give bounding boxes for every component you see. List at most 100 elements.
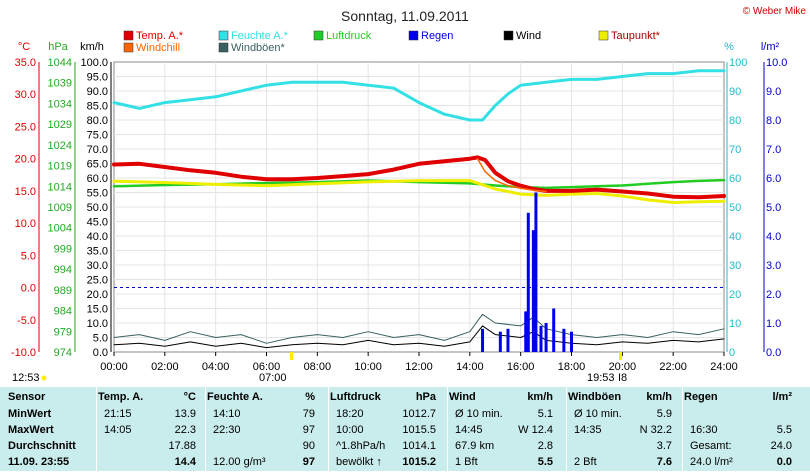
wind-axis-tick-20: 0.0	[93, 347, 108, 359]
wind-axis-tick-5: 75.0	[87, 130, 108, 142]
unit-press: hPa	[48, 41, 68, 53]
rain-bar-9	[552, 308, 556, 352]
legend-swatch-3	[408, 30, 419, 41]
wind-axis-tick-1: 95.0	[87, 72, 108, 84]
wind-axis-tick-2: 90.0	[87, 86, 108, 98]
press-axis-tick-6: 1014	[48, 181, 72, 193]
time-start-label: 12:53	[12, 372, 40, 384]
unit-hum: %	[724, 41, 734, 53]
stats-cell-note: Ø 10 min.	[574, 408, 622, 420]
wind-axis-tick-0: 100.0	[80, 57, 108, 69]
sunset-label: 19:53	[587, 372, 615, 384]
stats-cell-note: 21:15	[104, 408, 132, 420]
legend-label-7: Windböen*	[231, 42, 286, 54]
stats-header-5: Windböen	[568, 391, 622, 403]
temp-axis-tick-2: 25.0	[15, 121, 36, 133]
hum-axis-tick-4: 60	[729, 173, 741, 185]
x-tick-6: 12:00	[405, 361, 433, 373]
series-line-wind	[113, 325, 725, 349]
wind-axis-tick-17: 15.0	[87, 304, 108, 316]
x-tick-10: 20:00	[609, 361, 637, 373]
unit-temp: °C	[18, 41, 30, 53]
stats-cell-value: 5.1	[537, 408, 553, 420]
press-axis-tick-13: 979	[54, 326, 72, 338]
stats-header-unit-5: km/h	[646, 391, 672, 403]
stats-cell-value: 97	[302, 456, 315, 468]
hum-axis-tick-6: 40	[729, 231, 741, 243]
stats-header-1: Temp. A.	[98, 391, 144, 403]
rain-axis-tick-10: 0.0	[766, 347, 781, 359]
wind-axis-tick-3: 85.0	[87, 101, 108, 113]
wind-axis-tick-13: 35.0	[87, 246, 108, 258]
stats-row: Durchschnitt 17.88 90 ^1.8hPa/h 1014.1 67.9 k…	[0, 440, 810, 456]
hum-axis-tick-7: 30	[729, 260, 741, 272]
stats-cell-value: 1015.5	[402, 424, 436, 436]
temp-axis-tick-5: 10.0	[15, 218, 36, 230]
press-axis-tick-2: 1034	[48, 98, 72, 110]
series-line-tempa	[112, 155, 726, 200]
rain-bar-11	[570, 331, 573, 352]
wind-axis-tick-12: 40.0	[87, 231, 108, 243]
temp-axis-tick-3: 20.0	[15, 154, 36, 166]
stats-cell-note: 12.00 g/m³	[213, 456, 266, 468]
wind-axis-tick-19: 5.0	[93, 333, 108, 345]
series-line-windben	[113, 313, 725, 344]
stats-cell-note: Ø 10 min.	[455, 408, 503, 420]
wind-axis-tick-4: 80.0	[87, 115, 108, 127]
stats-cell-note: bewölkt ↑	[336, 456, 382, 468]
rain-bar-3	[524, 311, 528, 352]
wind-axis-tick-18: 10.0	[87, 318, 108, 330]
press-axis-tick-0: 1044	[48, 57, 72, 69]
legend-label-0: Temp. A.*	[136, 30, 184, 42]
stats-cell-value: 17.88	[168, 440, 196, 452]
stats-cell-value: 2.8	[537, 440, 553, 452]
rain-axis-tick-4: 6.0	[766, 173, 781, 185]
temp-axis-tick-8: -5.0	[17, 315, 36, 327]
x-tick-0: 00:00	[100, 361, 128, 373]
press-axis-tick-3: 1029	[48, 119, 72, 131]
press-axis-tick-8: 1004	[48, 223, 72, 235]
stats-header-2: Feuchte A.	[207, 391, 263, 403]
x-tick-7: 14:00	[456, 361, 484, 373]
stats-cell-value: 14.4	[174, 456, 196, 468]
stats-cell-note: 14:45	[455, 424, 483, 436]
wind-axis-tick-9: 55.0	[87, 188, 108, 200]
weather-chart: Sonntag, 11.09.2011 © Weber Mike Temp. A.*…	[11, 6, 807, 384]
stats-column-separator	[96, 387, 97, 471]
legend-label-2: Luftdruck	[326, 30, 372, 42]
wind-axis-tick-6: 70.0	[87, 144, 108, 156]
stats-row: MinWert 21:15 13.9 14:10 79 18:20 1012.7 Ø 10 m…	[0, 408, 810, 424]
legend-label-5: Taupunkt*	[611, 30, 661, 42]
stats-header-unit-4: km/h	[527, 391, 553, 403]
stats-column-separator	[447, 387, 448, 471]
stats-header-0: Sensor	[8, 391, 46, 403]
legend-label-1: Feuchte A.*	[231, 30, 289, 42]
stats-cell-note: 24.0 l/m²	[690, 456, 733, 468]
temp-axis-tick-7: 0.0	[21, 283, 36, 295]
stats-cell-note: Gesamt:	[690, 440, 732, 452]
legend-swatch-5	[598, 30, 609, 41]
series-line-taupunkt	[112, 179, 726, 204]
stats-header-6: Regen	[684, 391, 718, 403]
x-tick-11: 22:00	[659, 361, 687, 373]
wind-axis-tick-7: 65.0	[87, 159, 108, 171]
rain-axis-tick-1: 9.0	[766, 86, 781, 98]
chart-title: Sonntag, 11.09.2011	[341, 8, 469, 24]
rain-bar-8	[544, 323, 548, 352]
temp-axis-tick-4: 15.0	[15, 186, 36, 198]
series-line-feuchtea	[112, 69, 726, 122]
x-tick-4: 08:00	[304, 361, 332, 373]
stats-cell-value: 79	[302, 408, 315, 420]
stats-header-4: Wind	[449, 391, 476, 403]
stats-cell-note: 18:20	[336, 408, 364, 420]
x-tick-8: 16:00	[507, 361, 535, 373]
unit-wind: km/h	[80, 41, 104, 53]
wind-axis-tick-14: 30.0	[87, 260, 108, 272]
x-tick-2: 04:00	[202, 361, 230, 373]
stats-cell-value: 22.3	[174, 424, 196, 436]
legend-swatch-2	[313, 30, 324, 41]
stats-cell-note: 2 Bft	[574, 456, 597, 468]
stats-header-row: Sensor Temp. A. °C Feuchte A.% Luftdruck hPa W…	[0, 391, 810, 407]
rain-bar-10	[562, 328, 566, 352]
wind-axis-tick-8: 60.0	[87, 173, 108, 185]
